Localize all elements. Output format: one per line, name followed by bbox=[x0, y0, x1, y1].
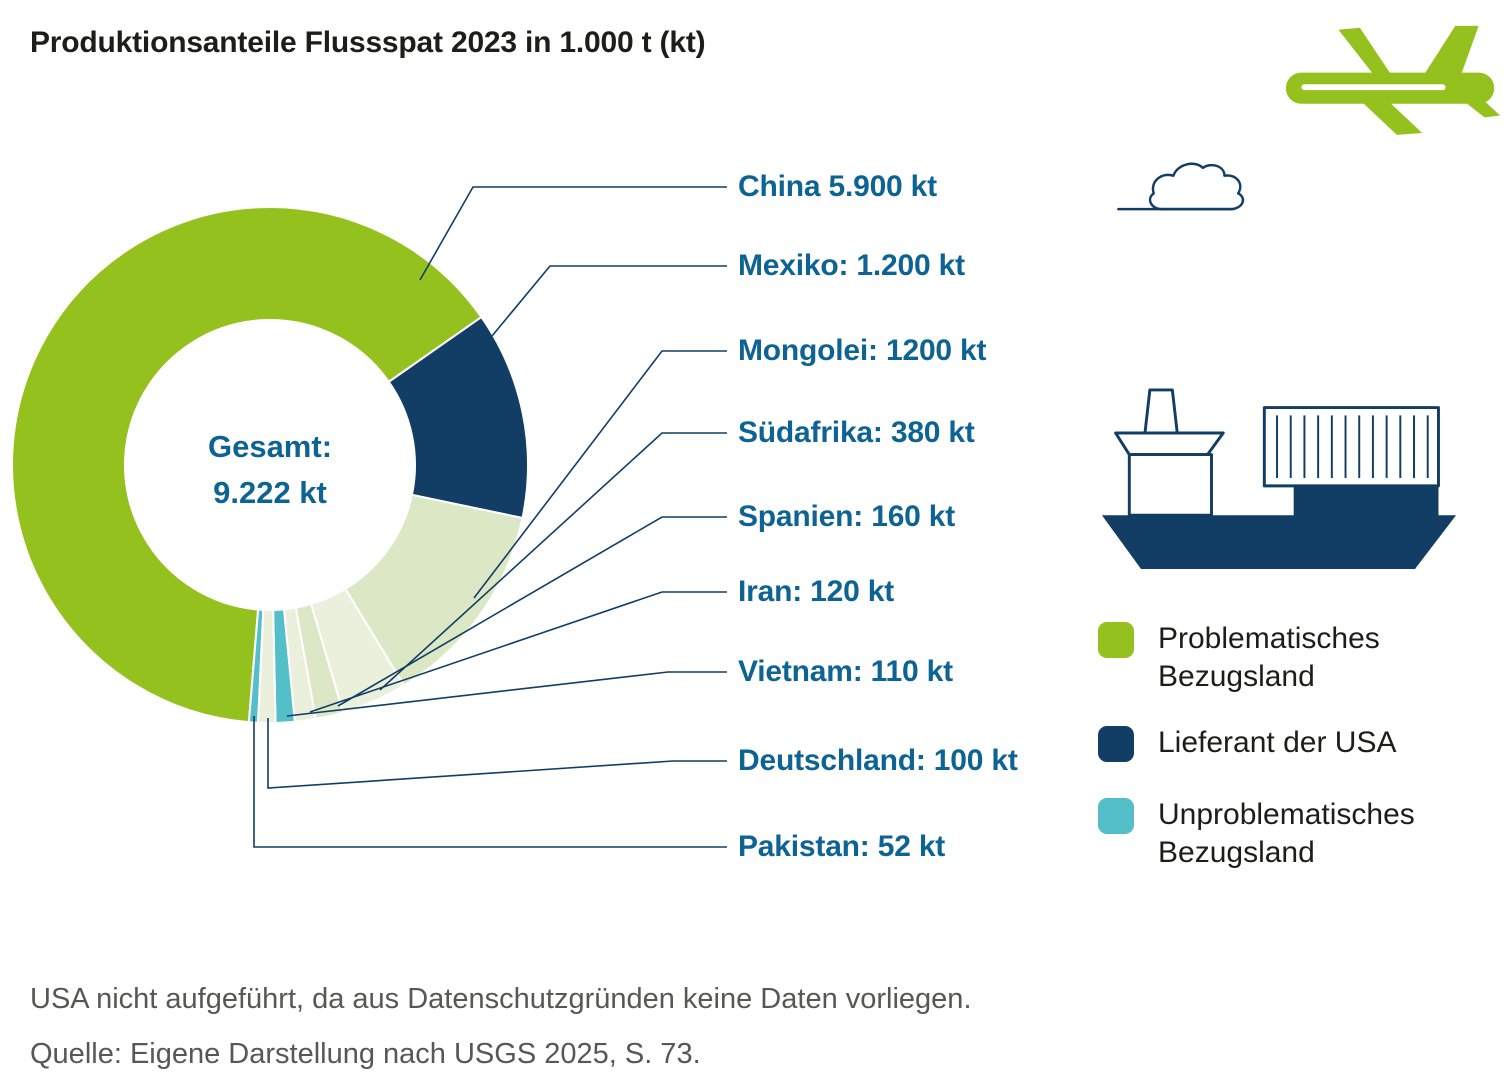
legend-label-unproblematic: Unproblematisches Bezugsland bbox=[1158, 798, 1415, 869]
callout-line-deutschland bbox=[267, 718, 727, 789]
segment-label-spanien: Spanien: 160 kt bbox=[738, 500, 956, 533]
footnote-usa: USA nicht aufgeführt, da aus Datenschutz… bbox=[30, 983, 972, 1015]
segment-label-mexiko: Mexiko: 1.200 kt bbox=[738, 249, 965, 282]
segment-label-china: China 5.900 kt bbox=[738, 170, 937, 203]
chart-title: Produktionsanteile Flussspat 2023 in 1.0… bbox=[30, 26, 706, 59]
callout-line-spanien bbox=[337, 516, 727, 707]
container-ship-icon bbox=[1101, 388, 1457, 570]
legend-item-unproblematic: Unproblematisches Bezugsland bbox=[1098, 796, 1488, 872]
segment-label-vietnam: Vietnam: 110 kt bbox=[738, 655, 953, 688]
legend-swatch-usa-supplier bbox=[1098, 726, 1134, 762]
legend-label-usa-supplier: Lieferant der USA bbox=[1158, 726, 1397, 759]
callout-line-vietnam bbox=[286, 671, 727, 717]
total-value: 9.222 kt bbox=[213, 475, 327, 510]
segment-label-mongolei: Mongolei: 1200 kt bbox=[738, 334, 987, 367]
donut-center-total: Gesamt: 9.222 kt bbox=[120, 424, 420, 516]
segment-label-suedafrika: Südafrika: 380 kt bbox=[738, 416, 975, 449]
callout-line-china bbox=[419, 186, 727, 281]
segment-label-pakistan: Pakistan: 52 kt bbox=[738, 830, 946, 863]
legend-label-problematic: Problematisches Bezugsland bbox=[1158, 622, 1380, 693]
donut-segments bbox=[11, 206, 529, 724]
callout-line-pakistan bbox=[253, 716, 727, 848]
cloud-icon bbox=[1117, 162, 1245, 211]
total-label: Gesamt: bbox=[207, 429, 333, 464]
legend-swatch-problematic bbox=[1098, 622, 1134, 658]
source-note: Quelle: Eigene Darstellung nach USGS 202… bbox=[30, 1038, 701, 1070]
callout-lines bbox=[253, 186, 727, 848]
callout-line-mongolei bbox=[473, 350, 727, 599]
callout-line-suedafrika bbox=[379, 432, 727, 691]
segment-label-deutschland: Deutschland: 100 kt bbox=[738, 744, 1018, 777]
callout-line-iran bbox=[309, 591, 727, 713]
segment-label-iran: Iran: 120 kt bbox=[738, 575, 895, 608]
donut-segment-pakistan bbox=[247, 608, 265, 724]
legend-item-problematic: Problematisches Bezugsland bbox=[1098, 620, 1488, 696]
legend-item-usa-supplier: Lieferant der USA bbox=[1098, 724, 1488, 762]
airplane-icon bbox=[1285, 25, 1501, 135]
legend-swatch-unproblematic bbox=[1098, 798, 1134, 834]
callout-line-mexiko bbox=[491, 265, 727, 337]
donut-segment-china bbox=[11, 206, 483, 724]
